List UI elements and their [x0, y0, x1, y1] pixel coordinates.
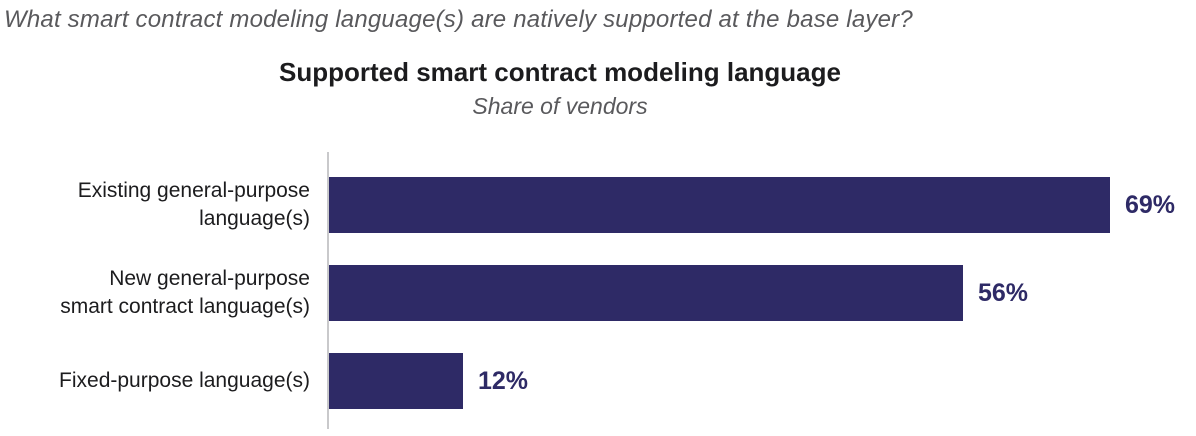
bar-row: Existing general-purpose language(s) 69%	[0, 177, 1196, 233]
bar-area: 69%	[327, 177, 1196, 233]
bar	[327, 353, 463, 409]
bar-row: New general-purpose smart contract langu…	[0, 265, 1196, 321]
survey-question: What smart contract modeling language(s)…	[4, 6, 913, 33]
category-label: New general-purpose smart contract langu…	[60, 267, 310, 318]
bar-row: Fixed-purpose language(s) 12%	[0, 353, 1196, 409]
value-label: 69%	[1125, 190, 1176, 219]
category-label: Fixed-purpose language(s)	[59, 369, 310, 392]
y-axis-line	[327, 152, 329, 429]
value-label: 12%	[478, 366, 529, 395]
bar-area: 56%	[327, 265, 1196, 321]
bar-rows: Existing general-purpose language(s) 69% N…	[0, 152, 1196, 409]
chart-subtitle: Share of vendors	[472, 93, 648, 119]
bar-chart: Existing general-purpose language(s) 69% N…	[0, 152, 1196, 429]
category-label: Existing general-purpose language(s)	[77, 179, 310, 230]
bar-area: 12%	[327, 353, 1196, 409]
bar	[327, 265, 963, 321]
chart-title: Supported smart contract modeling langua…	[279, 57, 841, 87]
title-block: Supported smart contract modeling langua…	[0, 56, 1120, 120]
bar	[327, 177, 1110, 233]
value-label: 56%	[978, 278, 1029, 307]
